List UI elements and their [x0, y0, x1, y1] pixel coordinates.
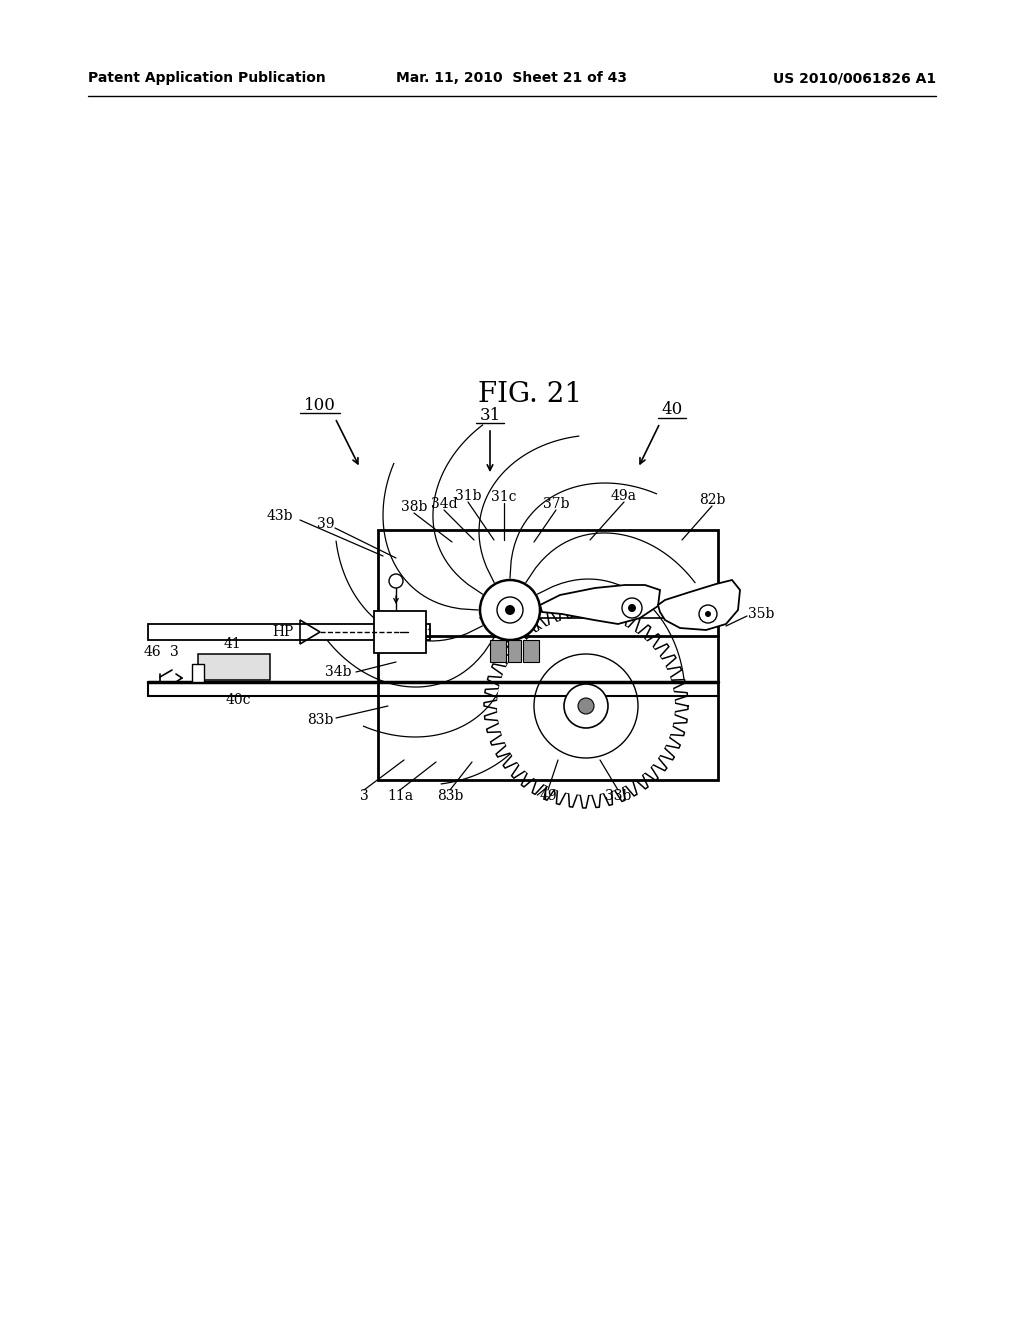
Bar	[148, 624, 430, 640]
Bar	[490, 640, 506, 663]
Text: 40: 40	[662, 401, 683, 418]
Circle shape	[705, 611, 711, 616]
Text: 31c: 31c	[492, 490, 517, 504]
Bar	[523, 640, 539, 663]
Text: 31b: 31b	[455, 488, 481, 503]
Text: 46: 46	[143, 645, 161, 659]
Circle shape	[699, 605, 717, 623]
Text: 34b: 34b	[326, 665, 352, 678]
Polygon shape	[540, 585, 660, 624]
Text: HP: HP	[272, 624, 294, 639]
Circle shape	[622, 598, 642, 618]
Text: 3: 3	[170, 645, 178, 659]
Circle shape	[534, 653, 638, 758]
Circle shape	[628, 605, 636, 612]
Text: 100: 100	[304, 396, 336, 413]
Bar	[508, 640, 521, 663]
Text: US 2010/0061826 A1: US 2010/0061826 A1	[773, 71, 936, 84]
Text: 40c: 40c	[226, 693, 252, 708]
Text: 33b: 33b	[605, 789, 631, 803]
Text: d1: d1	[418, 627, 434, 640]
Text: 82b: 82b	[698, 492, 725, 507]
Text: 31: 31	[479, 407, 501, 424]
Bar	[198, 653, 270, 680]
Bar	[374, 611, 426, 653]
Text: 34d: 34d	[431, 498, 458, 511]
Text: 43b: 43b	[266, 510, 293, 523]
Text: 83b: 83b	[307, 713, 333, 727]
Text: Mar. 11, 2010  Sheet 21 of 43: Mar. 11, 2010 Sheet 21 of 43	[396, 71, 628, 84]
Circle shape	[389, 574, 403, 587]
Circle shape	[480, 579, 540, 640]
Text: FIG. 21: FIG. 21	[478, 381, 582, 408]
Text: 83b: 83b	[437, 789, 463, 803]
Circle shape	[505, 605, 515, 615]
Text: 38b: 38b	[400, 500, 427, 513]
Text: 49: 49	[540, 789, 557, 803]
Circle shape	[578, 698, 594, 714]
Bar	[378, 531, 718, 780]
Circle shape	[497, 616, 675, 795]
Text: 3: 3	[359, 789, 369, 803]
Bar	[193, 664, 204, 682]
Text: 49a: 49a	[611, 488, 637, 503]
Text: 39: 39	[317, 517, 335, 531]
Circle shape	[497, 597, 523, 623]
Text: 11a: 11a	[387, 789, 413, 803]
Text: 37b: 37b	[543, 498, 569, 511]
Polygon shape	[658, 579, 740, 630]
Circle shape	[564, 684, 608, 729]
Text: 41: 41	[223, 638, 241, 651]
Text: Patent Application Publication: Patent Application Publication	[88, 71, 326, 84]
Text: 35b: 35b	[748, 607, 774, 620]
